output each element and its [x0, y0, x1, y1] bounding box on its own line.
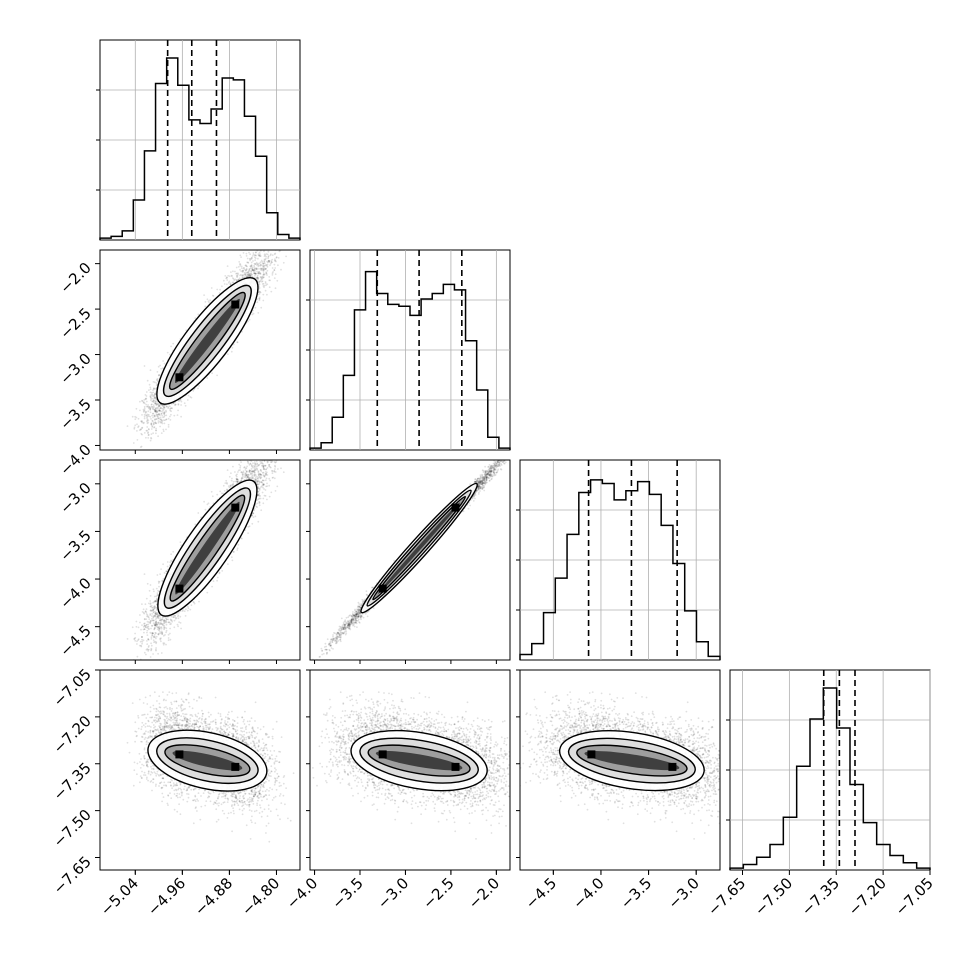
x-tick-label: −7.05	[892, 874, 937, 919]
x-tick-label: −5.04	[97, 874, 142, 919]
y-tick-label: −7.50	[50, 806, 95, 851]
scatter-cloud	[126, 691, 295, 843]
x-tick-label: −7.20	[845, 874, 890, 919]
y-tick-label: −7.20	[50, 712, 95, 757]
density-peak	[451, 503, 460, 512]
density-contour	[375, 750, 463, 771]
y-tick-label: −4.0	[56, 574, 94, 612]
x-tick-label: −2.5	[419, 874, 457, 912]
density-contour	[174, 298, 240, 383]
density-peak	[587, 750, 596, 759]
scatter-cloud	[126, 460, 285, 660]
hist-panel-2	[306, 249, 511, 451]
density-peak	[668, 762, 677, 771]
hist-panel-4	[726, 669, 931, 871]
y-tick-label: −3.5	[56, 527, 94, 565]
scatter-panel-2-4	[306, 669, 511, 874]
histogram-steps	[519, 479, 721, 660]
scatter-cloud	[126, 250, 287, 448]
x-tick-label: −4.96	[144, 874, 189, 919]
density-peak	[175, 373, 184, 382]
scatter-cloud	[312, 460, 507, 660]
histogram-steps	[99, 57, 301, 240]
y-tick-label: −7.35	[50, 759, 95, 804]
density-peak	[175, 750, 184, 759]
y-tick-label: −3.5	[56, 395, 94, 433]
histogram-steps	[309, 270, 511, 450]
y-tick-label: −7.05	[50, 665, 95, 710]
scatter-cloud	[520, 691, 720, 840]
scatter-panel-1-4: −7.65−7.50−7.35−7.20−7.05	[50, 665, 301, 898]
x-tick-label: −7.50	[751, 874, 796, 919]
density-peak	[451, 762, 460, 771]
x-tick-label: −4.0	[283, 874, 321, 912]
density-contour	[584, 751, 680, 771]
density-peak	[231, 762, 240, 771]
scatter-panel-2-3	[306, 459, 511, 664]
y-tick-label: −4.0	[56, 441, 94, 479]
y-tick-label: −4.5	[56, 622, 94, 660]
x-tick-label: −4.0	[569, 874, 607, 912]
y-tick-label: −2.5	[56, 304, 94, 342]
scatter-panel-1-2: −4.0 −3.5 −3.0 −2.5 −2.0	[56, 249, 301, 479]
density-peak	[231, 300, 240, 309]
scatter-panel-1-3: −4.5 −4.0 −3.5 −3.0	[56, 459, 301, 664]
x-tick-label: −3.5	[617, 874, 655, 912]
density-peak	[231, 503, 240, 512]
hist-panel-1	[96, 39, 301, 241]
histogram-steps	[729, 687, 931, 870]
x-tick-label: −7.35	[798, 874, 843, 919]
x-tick-label: −3.0	[374, 874, 412, 912]
y-tick-label: −3.0	[56, 350, 94, 388]
x-tick-label: −4.80	[238, 874, 283, 919]
density-peak	[175, 584, 184, 593]
y-tick-label: −3.0	[56, 479, 94, 517]
density-contour	[378, 502, 461, 594]
x-tick-label: −3.5	[328, 874, 366, 912]
x-tick-label: −3.0	[665, 874, 703, 912]
x-tick-label: −7.65	[704, 874, 749, 919]
density-contour	[175, 501, 240, 595]
x-tick-label: −4.5	[522, 874, 560, 912]
density-contour	[172, 750, 243, 771]
scatter-cloud	[312, 691, 510, 840]
hist-panel-3	[516, 459, 721, 661]
density-peak	[378, 750, 387, 759]
scatter-panel-3-4	[516, 669, 721, 874]
density-peak	[378, 584, 387, 593]
y-tick-label: −2.0	[56, 259, 94, 297]
x-tick-label: −2.0	[465, 874, 503, 912]
y-tick-label: −7.65	[50, 853, 95, 898]
x-tick-label: −4.88	[191, 874, 236, 919]
